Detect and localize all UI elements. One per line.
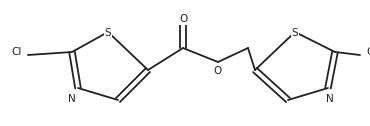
Text: S: S — [105, 28, 111, 38]
Text: N: N — [68, 94, 76, 104]
Text: S: S — [292, 28, 298, 38]
Text: Cl: Cl — [11, 47, 22, 57]
Text: O: O — [214, 66, 222, 76]
Text: N: N — [326, 94, 334, 104]
Text: O: O — [179, 14, 187, 24]
Text: Cl: Cl — [366, 47, 370, 57]
